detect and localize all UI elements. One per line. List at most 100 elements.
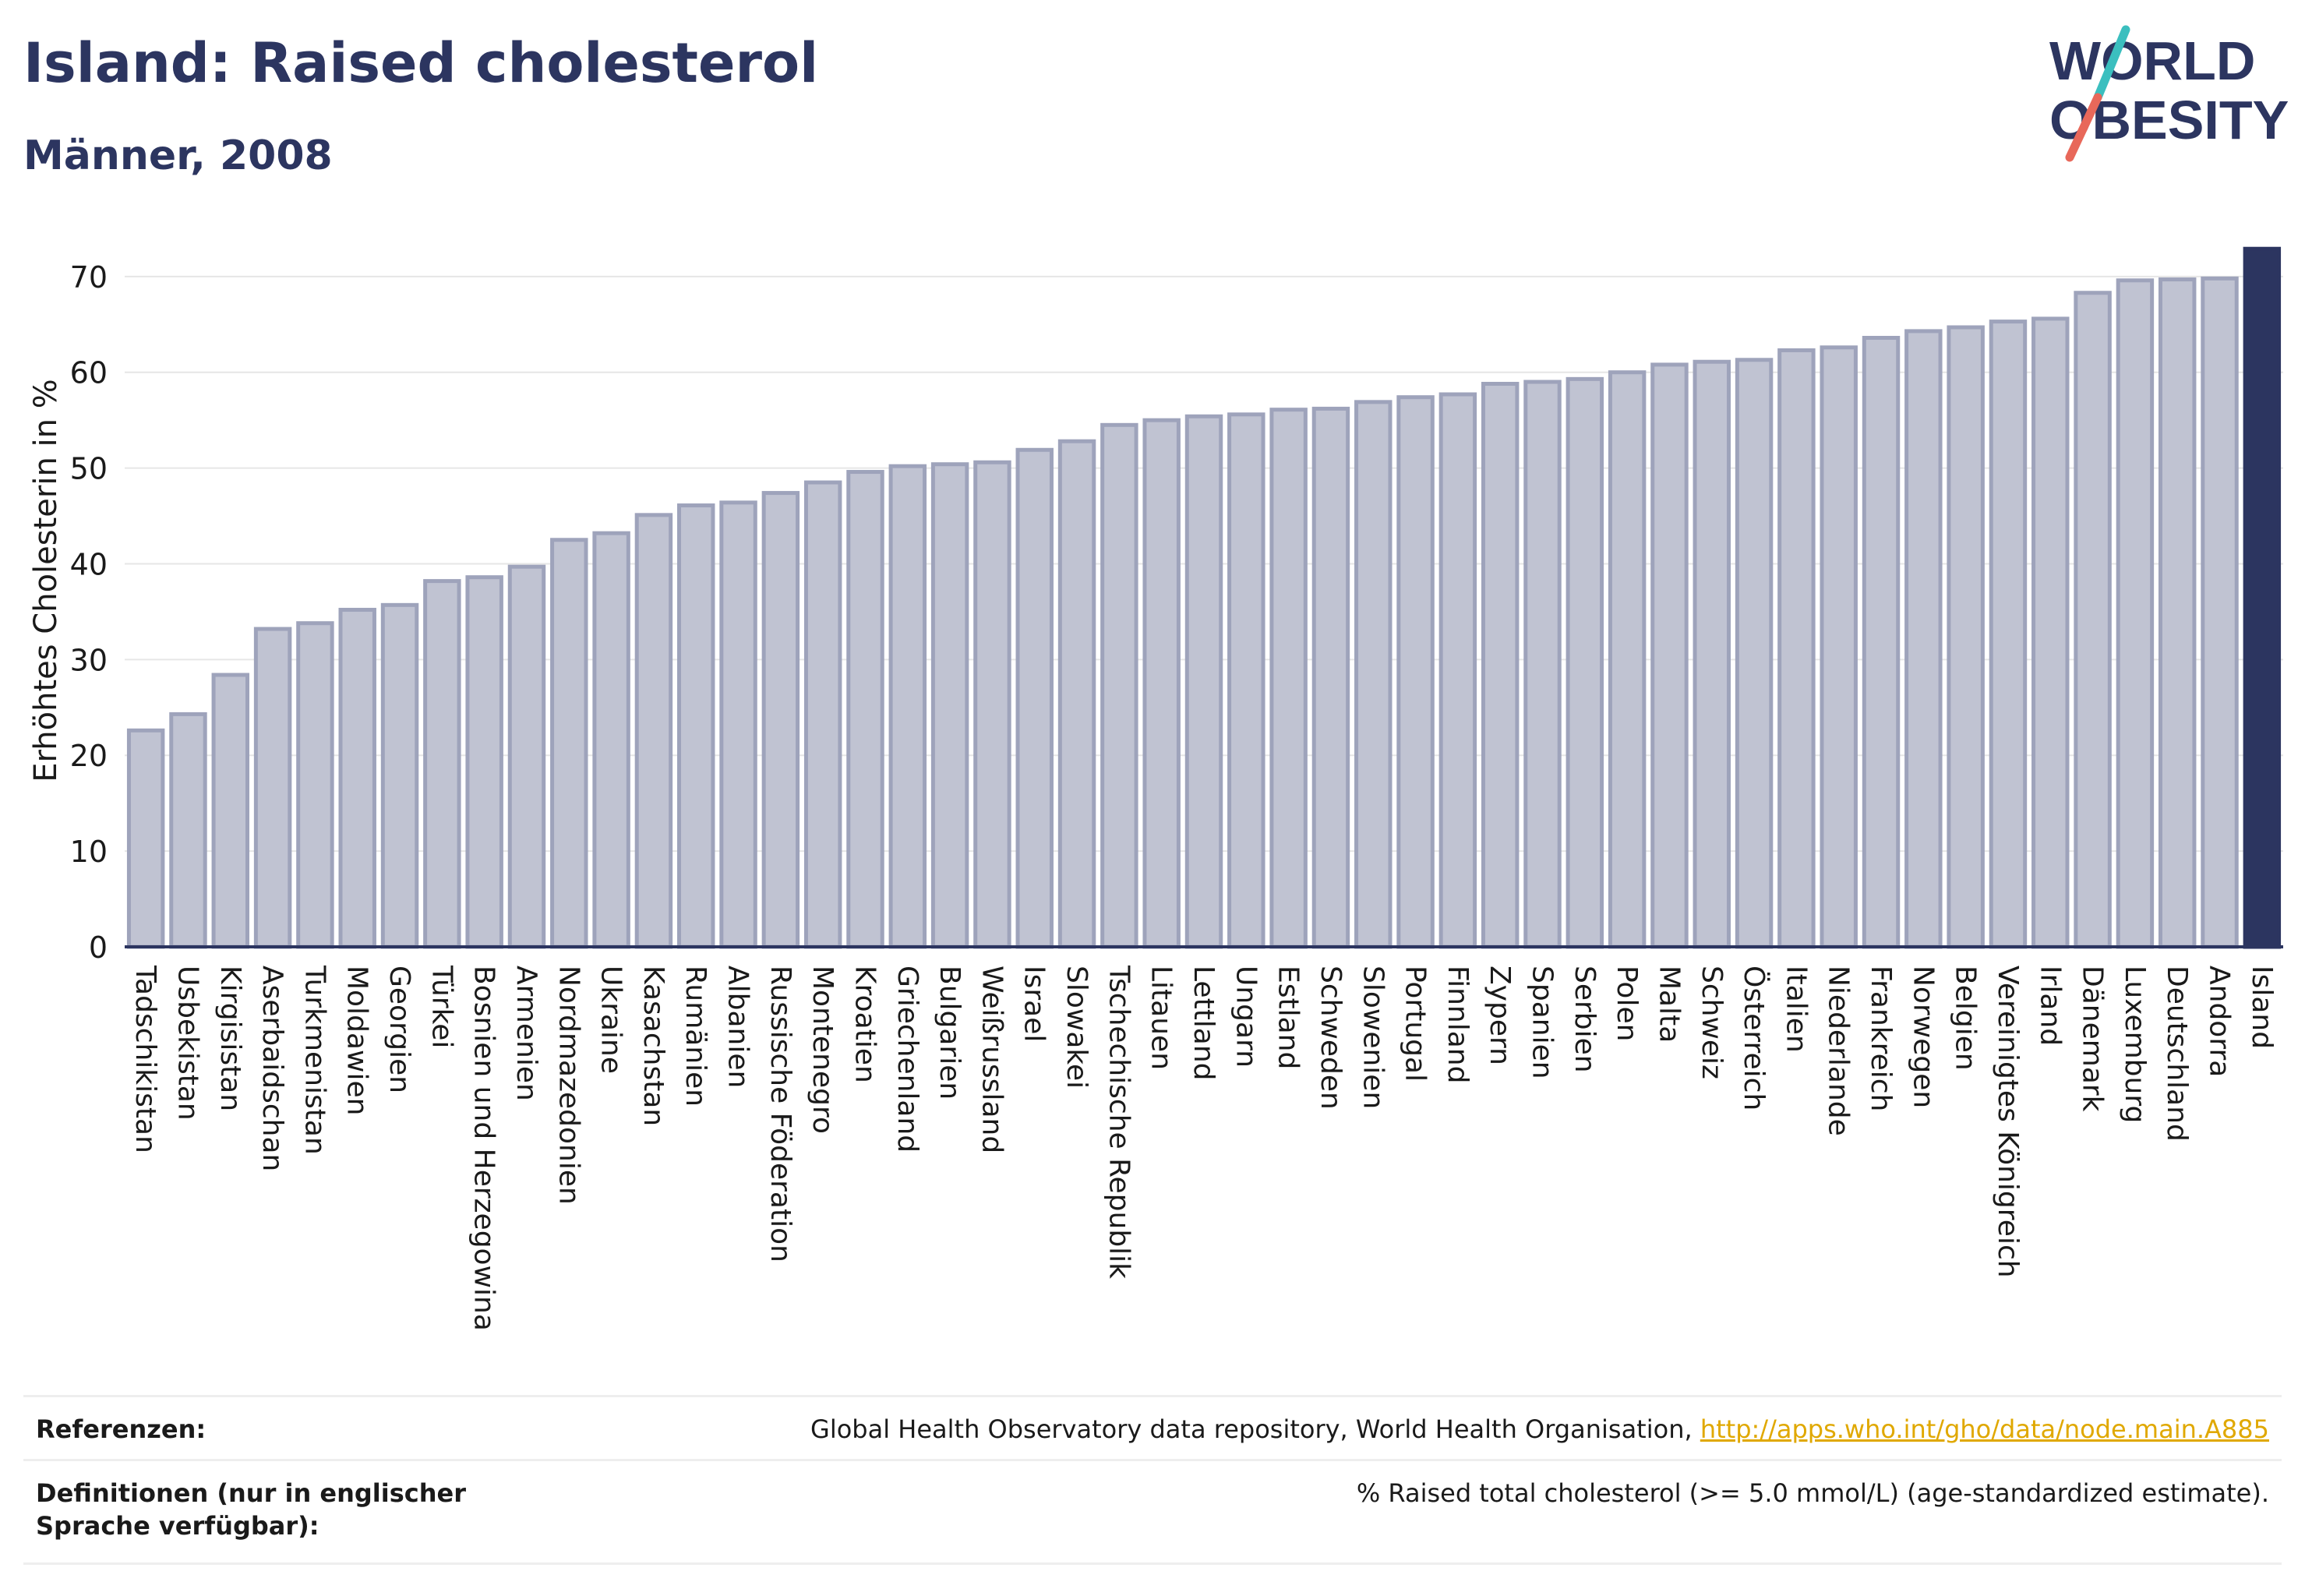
y-axis-label: Erhöhtes Cholesterin in %: [28, 379, 64, 782]
references-link[interactable]: http://apps.who.int/gho/data/node.main.A…: [1700, 1414, 2269, 1444]
x-tick-label: Weißrussland: [976, 966, 1008, 1153]
x-tick-label: Schweden: [1315, 966, 1347, 1110]
x-tick-label: Nordmazedonien: [552, 966, 584, 1205]
bar-armenien: [507, 564, 546, 949]
bar-usbekistan: [169, 711, 207, 949]
x-tick-label: Israel: [1018, 966, 1050, 1042]
x-tick-label: Kirgisistan: [214, 966, 246, 1111]
definition-row: Definitionen (nur in englischer Sprache …: [23, 1459, 2282, 1565]
bar-lettland: [1184, 414, 1223, 949]
bar-andorra: [2201, 276, 2239, 949]
bar-georgien: [380, 602, 419, 949]
page-title: Island: Raised cholesterol: [23, 31, 819, 95]
x-tick-label: Armenien: [510, 966, 542, 1101]
definitions-value: % Raised total cholesterol (>= 5.0 mmol/…: [1356, 1478, 2269, 1508]
x-tick-label: Serbien: [1569, 966, 1601, 1073]
x-tick-label: Griechenland: [891, 966, 923, 1153]
y-tick-label: 50: [70, 452, 108, 486]
bar-island: [2243, 246, 2282, 949]
references-text: Global Health Observatory data repositor…: [810, 1414, 1700, 1444]
x-tick-label: Polen: [1611, 966, 1643, 1041]
bar-bulgarien: [930, 462, 969, 949]
x-tick-label: Malta: [1653, 966, 1685, 1043]
bar-albanien: [719, 500, 757, 949]
x-tick-label: Island: [2246, 966, 2278, 1049]
bar-estland: [1269, 408, 1308, 949]
bar-ungarn: [1227, 412, 1265, 949]
x-tick-label: Estland: [1273, 966, 1304, 1069]
x-tick-label: Dänemark: [2077, 966, 2109, 1112]
x-tick-label: Türkei: [425, 965, 457, 1048]
bar-italien: [1777, 348, 1816, 949]
x-tick-label: Irland: [2034, 966, 2066, 1046]
y-tick-label: 10: [70, 835, 108, 869]
bar-niederlande: [1820, 345, 1858, 949]
definitions-label: Definitionen (nur in englischer Sprache …: [36, 1478, 466, 1541]
x-tick-label: Lettland: [1188, 966, 1220, 1081]
x-tick-label: Slowakei: [1061, 966, 1092, 1089]
y-tick-label: 70: [70, 260, 108, 295]
bar-portugal: [1396, 395, 1435, 949]
x-tick-label: Vereinigtes Königreich: [1992, 966, 2024, 1278]
bar-österreich: [1735, 358, 1774, 949]
x-tick-label: Portugal: [1400, 966, 1431, 1082]
bar-schweiz: [1693, 359, 1731, 949]
logo-slash-red: [2065, 93, 2102, 162]
x-tick-label: Bulgarien: [934, 966, 965, 1100]
bar-slowenien: [1354, 400, 1393, 949]
bar-nordmazedonien: [550, 538, 588, 949]
bar-deutschland: [2158, 277, 2197, 949]
x-tick-label: Ungarn: [1230, 966, 1262, 1068]
bar-irland: [2031, 316, 2070, 949]
bar-belgien: [1947, 325, 1985, 949]
x-tick-label: Tadschikistan: [129, 965, 161, 1153]
bar-malta: [1650, 362, 1689, 949]
x-tick-label: Frankreich: [1865, 966, 1897, 1111]
x-tick-label: Luxemburg: [2119, 966, 2151, 1123]
x-tick-label: Kroatien: [849, 966, 881, 1083]
x-tick-label: Albanien: [722, 966, 754, 1088]
x-tick-label: Montenegro: [807, 966, 838, 1134]
x-tick-label: Tschechische Republik: [1103, 965, 1135, 1279]
bar-spanien: [1523, 380, 1562, 949]
bar-dänemark: [2074, 291, 2112, 949]
x-tick-label: Ukraine: [595, 966, 627, 1074]
x-tick-label: Litauen: [1145, 966, 1177, 1070]
y-tick-label: 40: [70, 547, 108, 581]
x-tick-label: Italien: [1780, 966, 1812, 1053]
x-tick-label: Turkmenistan: [298, 965, 330, 1155]
x-tick-label: Andorra: [2204, 966, 2236, 1077]
bar-litauen: [1142, 418, 1181, 949]
bar-finnland: [1438, 392, 1477, 949]
x-tick-label: Georgien: [383, 966, 415, 1093]
x-tick-label: Niederlande: [1823, 966, 1855, 1136]
x-tick-label: Rumänien: [679, 966, 711, 1107]
bar-russische-föderation: [761, 491, 800, 949]
x-tick-label: Spanien: [1527, 966, 1558, 1079]
bar-kirgisistan: [211, 673, 250, 949]
x-tick-label: Usbekistan: [171, 966, 203, 1121]
logo-line-1: WORLD: [2049, 30, 2255, 91]
bar-türkei: [423, 579, 461, 949]
bar-kroatien: [846, 470, 884, 949]
bar-turkmenistan: [296, 621, 334, 949]
x-tick-label: Schweiz: [1696, 966, 1728, 1079]
x-tick-label: Norwegen: [1907, 966, 1939, 1108]
bar-schweden: [1311, 406, 1350, 949]
bar-moldawien: [338, 607, 376, 949]
bar-slowakei: [1057, 439, 1096, 949]
logo-slash-teal: [2093, 25, 2130, 102]
bar-rumänien: [677, 503, 715, 949]
x-tick-label: Slowenien: [1357, 966, 1389, 1109]
references-value: Global Health Observatory data repositor…: [810, 1413, 2269, 1446]
bar-ukraine: [592, 531, 630, 949]
bar-kasachstan: [634, 513, 673, 949]
x-tick-label: Aserbaidschan: [256, 966, 288, 1171]
x-tick-label: Kasachstan: [637, 966, 669, 1126]
x-tick-label: Moldawien: [341, 966, 373, 1115]
bars: [126, 246, 2282, 949]
x-tick-label: Belgien: [1950, 966, 1982, 1071]
bar-luxemburg: [2116, 278, 2155, 949]
bar-bosnien-und-herzegowina: [465, 575, 503, 949]
y-tick-label: 60: [70, 356, 108, 390]
